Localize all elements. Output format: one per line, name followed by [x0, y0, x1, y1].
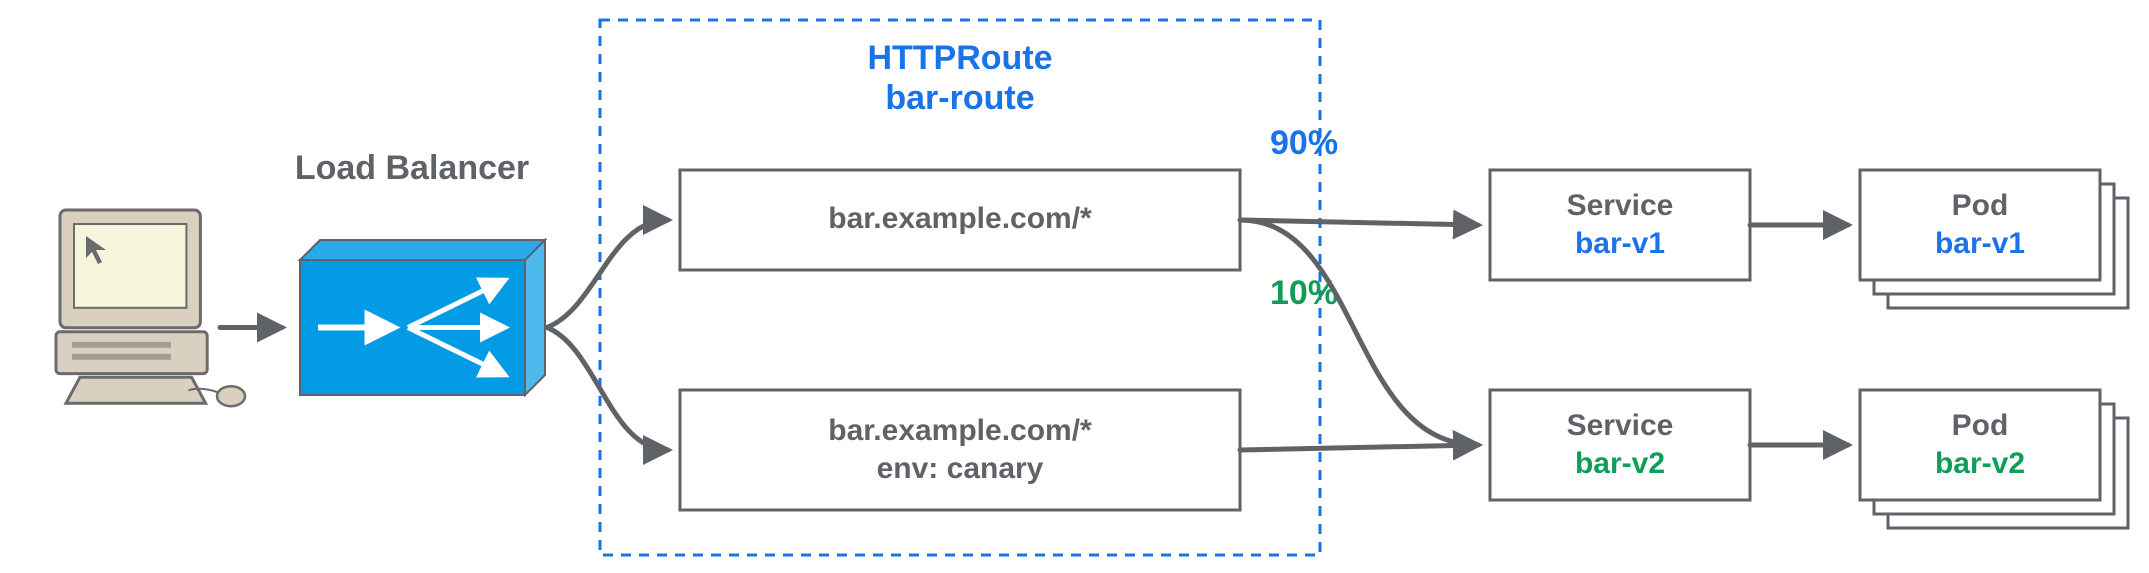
pod-top-title: Pod — [1952, 189, 2009, 222]
route-box-bottom: bar.example.com/* env: canary — [680, 390, 1240, 510]
httproute-title: HTTPRoute — [867, 39, 1052, 77]
service-bottom-name: bar-v2 — [1575, 447, 1665, 480]
service-top-name: bar-v1 — [1575, 227, 1665, 260]
httproute-name: bar-route — [885, 79, 1034, 117]
service-bottom-title: Service — [1567, 409, 1674, 442]
pod-stack-top: Pod bar-v1 — [1860, 170, 2128, 308]
arrow-lb-route-bot — [547, 328, 668, 451]
pod-bottom-name: bar-v2 — [1935, 447, 2025, 480]
route-bottom-env: env: canary — [877, 452, 1044, 485]
route-box-top: bar.example.com/* — [680, 170, 1240, 270]
pod-bottom-title: Pod — [1952, 409, 2009, 442]
arrow-route-top-svc-bot — [1240, 220, 1478, 445]
load-balancer-icon: Load Balancer — [295, 149, 545, 395]
arrow-route-top-svc-top — [1240, 220, 1478, 225]
pod-stack-bottom: Pod bar-v2 — [1860, 390, 2128, 528]
arrow-route-bot-svc-bot — [1240, 445, 1478, 450]
load-balancer-label: Load Balancer — [295, 149, 529, 187]
pod-top-name: bar-v1 — [1935, 227, 2025, 260]
route-bottom-host: bar.example.com/* — [828, 414, 1092, 447]
arrow-lb-route-top — [547, 220, 668, 328]
pct-top: 90% — [1270, 124, 1338, 162]
computer-icon — [56, 210, 245, 406]
service-box-bottom: Service bar-v2 — [1490, 390, 1750, 500]
service-box-top: Service bar-v1 — [1490, 170, 1750, 280]
service-top-title: Service — [1567, 189, 1674, 222]
route-top-host: bar.example.com/* — [828, 202, 1092, 235]
